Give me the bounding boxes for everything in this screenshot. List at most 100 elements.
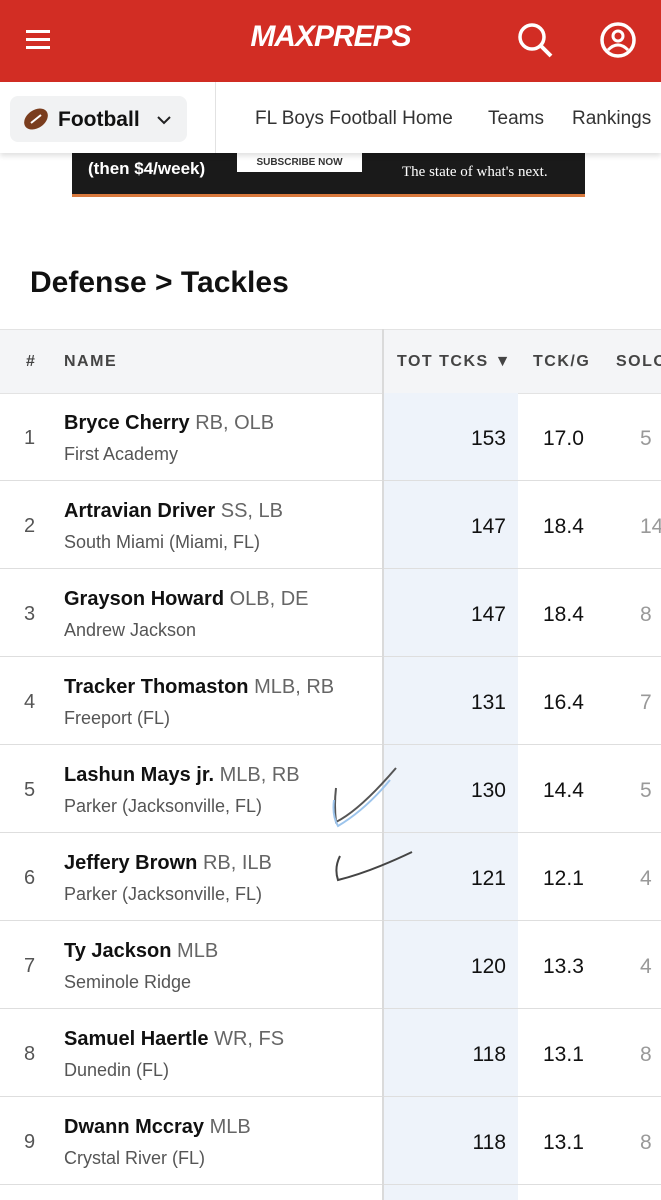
sub-nav: Football FL Boys Football Home Teams Ranki… bbox=[0, 82, 661, 153]
player-name[interactable]: Lashun Mays jr. bbox=[64, 764, 215, 786]
school[interactable]: Dunedin (FL) bbox=[64, 1060, 170, 1080]
total-tackles: 147 bbox=[470, 515, 506, 538]
sport-name: Football bbox=[58, 108, 140, 131]
positions: SS, LB bbox=[220, 500, 284, 522]
school[interactable]: Crystal River (FL) bbox=[64, 1148, 206, 1168]
total-tackles: 153 bbox=[470, 427, 506, 450]
rank: 1 bbox=[24, 427, 36, 449]
account-button[interactable] bbox=[598, 20, 638, 60]
rank: 5 bbox=[24, 779, 36, 801]
positions: MLB, RB bbox=[219, 764, 300, 786]
player-name-line: Jeffery Brown RB, ILB bbox=[64, 852, 272, 875]
player-name[interactable]: Dwann Mccray bbox=[64, 1116, 205, 1138]
column-header: # bbox=[26, 353, 37, 370]
solo-tackles: 4 bbox=[640, 867, 652, 890]
column-header: NAME bbox=[64, 353, 118, 370]
player-name[interactable]: Tracker Thomaston bbox=[64, 676, 249, 698]
solo-tackles: 8 bbox=[640, 1131, 652, 1154]
positions: RB, ILB bbox=[202, 852, 272, 874]
sorted-column bbox=[384, 393, 518, 1200]
chevron bbox=[157, 116, 171, 125]
player-name-line: Lashun Mays jr. MLB, RB bbox=[64, 764, 300, 787]
football-icon bbox=[24, 108, 48, 130]
nav-link[interactable]: Teams bbox=[488, 108, 544, 129]
player-row[interactable]: 4 Tracker Thomaston MLB, RB Freeport (FL) 1… bbox=[0, 657, 661, 745]
player-row[interactable]: 1 Bryce Cherry RB, OLB First Academy 153 17.… bbox=[0, 393, 661, 481]
positions: MLB bbox=[177, 940, 219, 962]
total-tackles: 120 bbox=[470, 955, 506, 978]
solo-tackles: 14 bbox=[640, 515, 661, 538]
player-row[interactable]: 3 Grayson Howard OLB, DE Andrew Jackson 147… bbox=[0, 569, 661, 657]
positions: MLB bbox=[209, 1116, 251, 1138]
school[interactable]: Parker (Jacksonville, FL) bbox=[64, 796, 263, 816]
total-tackles: 118 bbox=[472, 1131, 506, 1154]
solo-tackles: 5 bbox=[640, 779, 652, 802]
rank: 3 bbox=[24, 603, 36, 625]
player-row[interactable]: 5 Lashun Mays jr. MLB, RB Parker (Jacksonv… bbox=[0, 745, 661, 833]
table-header: # NAME TOT TCKS ▼ TCK/G SOLO bbox=[0, 329, 661, 394]
nav-link[interactable]: FL Boys Football Home bbox=[255, 108, 453, 129]
player-row[interactable]: 9 Dwann Mccray MLB Crystal River (FL) 118 13… bbox=[0, 1097, 661, 1185]
player-row[interactable]: 7 Ty Jackson MLB Seminole Ridge 120 13.3 4 bbox=[0, 921, 661, 1009]
total-tackles: 131 bbox=[470, 691, 506, 714]
ad-button[interactable]: SUBSCRIBE NOW bbox=[237, 153, 362, 172]
ad-price: (then $4/week) bbox=[88, 159, 206, 178]
player-name-line: Samuel Haertle WR, FS bbox=[64, 1028, 284, 1051]
player-row[interactable]: 2 Artravian Driver SS, LB South Miami (Mia… bbox=[0, 481, 661, 569]
total-tackles: 118 bbox=[472, 1043, 506, 1066]
rank: 2 bbox=[24, 515, 36, 537]
tackles-per-game: 13.1 bbox=[543, 1131, 584, 1154]
sport-selector[interactable]: Football bbox=[10, 96, 187, 142]
rank: 7 bbox=[24, 955, 36, 977]
school[interactable]: First Academy bbox=[64, 444, 179, 464]
player-name-line: Tracker Thomaston MLB, RB bbox=[64, 676, 334, 699]
tackles-per-game: 13.3 bbox=[543, 955, 584, 978]
player-name[interactable]: Grayson Howard bbox=[64, 588, 225, 610]
total-tackles: 121 bbox=[470, 867, 506, 890]
total-tackles: 147 bbox=[470, 603, 506, 626]
rank: 6 bbox=[24, 867, 36, 889]
school[interactable]: South Miami (Miami, FL) bbox=[64, 532, 261, 552]
player-name-line: Bryce Cherry RB, OLB bbox=[64, 412, 274, 435]
tackles-per-game: 18.4 bbox=[543, 515, 584, 538]
rank: 4 bbox=[24, 691, 36, 713]
player-name[interactable]: Ty Jackson bbox=[64, 940, 172, 962]
player-row[interactable]: 6 Jeffery Brown RB, ILB Parker (Jacksonvil… bbox=[0, 833, 661, 921]
tackles-per-game: 16.4 bbox=[543, 691, 584, 714]
school[interactable]: Seminole Ridge bbox=[64, 972, 192, 992]
tackles-per-game: 14.4 bbox=[543, 779, 584, 802]
tackles-per-game: 12.1 bbox=[543, 867, 584, 890]
ad-tagline: The state of what's next. bbox=[402, 164, 548, 180]
tackles-per-game: 17.0 bbox=[543, 427, 584, 450]
school[interactable]: Freeport (FL) bbox=[64, 708, 171, 728]
column-divider bbox=[382, 329, 384, 1200]
school[interactable]: Parker (Jacksonville, FL) bbox=[64, 884, 263, 904]
player-name-line: Dwann Mccray MLB bbox=[64, 1116, 251, 1139]
player-name[interactable]: Samuel Haertle bbox=[64, 1028, 209, 1050]
column-header[interactable]: TCK/G bbox=[533, 353, 591, 370]
column-header[interactable]: TOT TCKS ▼ bbox=[397, 353, 512, 370]
positions: OLB, DE bbox=[229, 588, 309, 610]
solo-tackles: 8 bbox=[640, 1043, 652, 1066]
nav-link[interactable]: Rankings bbox=[572, 108, 652, 129]
positions: RB, OLB bbox=[195, 412, 275, 434]
player-name[interactable]: Bryce Cherry bbox=[64, 412, 190, 434]
column-header[interactable]: SOLO bbox=[616, 353, 661, 370]
total-tackles: 130 bbox=[470, 779, 506, 802]
menu-button[interactable] bbox=[26, 28, 52, 52]
solo-tackles: 8 bbox=[640, 603, 652, 626]
positions: MLB, RB bbox=[254, 676, 335, 698]
player-row[interactable]: 8 Samuel Haertle WR, FS Dunedin (FL) 118 13.… bbox=[0, 1009, 661, 1097]
handwritten-checks bbox=[332, 767, 413, 882]
top-bar: MAXPREPS bbox=[0, 0, 661, 82]
solo-tackles: 7 bbox=[640, 691, 652, 714]
logo[interactable]: MAXPREPS bbox=[250, 20, 411, 53]
player-name[interactable]: Artravian Driver bbox=[64, 500, 216, 522]
positions: WR, FS bbox=[214, 1028, 285, 1050]
player-name[interactable]: Jeffery Brown bbox=[64, 852, 198, 874]
rank: 9 bbox=[24, 1131, 36, 1153]
player-name-line: Ty Jackson MLB bbox=[64, 940, 218, 963]
school[interactable]: Andrew Jackson bbox=[64, 620, 197, 640]
search-button[interactable] bbox=[515, 20, 555, 60]
